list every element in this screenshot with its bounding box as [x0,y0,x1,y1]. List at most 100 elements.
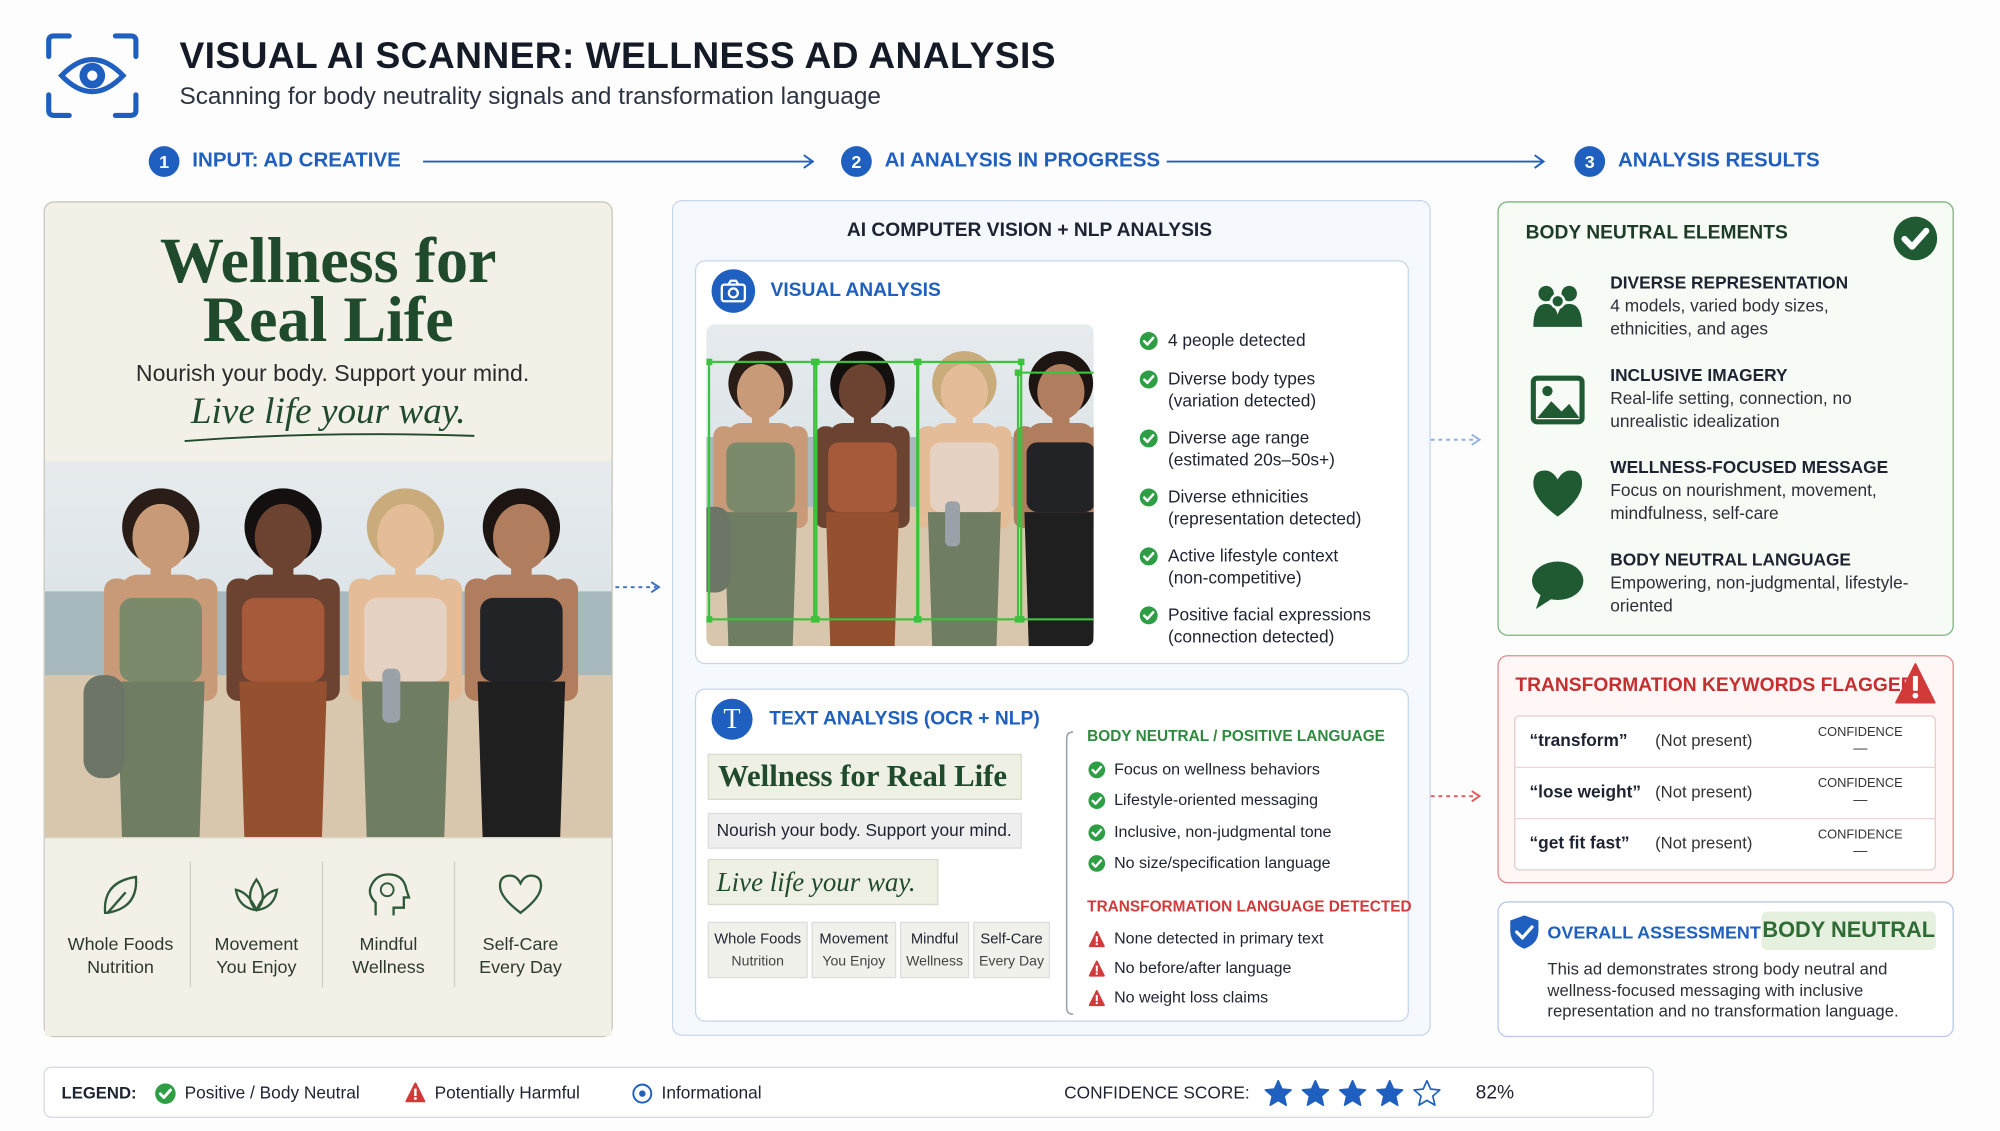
bracket [1065,731,1074,1015]
shape [1471,433,1482,446]
shape [1095,994,1098,1001]
confidence-value: — [1853,741,1868,757]
shape [87,70,98,81]
shape [727,279,740,286]
check-icon [1087,854,1105,872]
shape: T [723,704,740,735]
shape [1090,827,1102,837]
warning-icon [1088,930,1105,947]
transformation-item: None detected in primary text [1114,929,1324,948]
page-subtitle: Scanning for body neutrality signals and… [179,83,881,111]
shape [813,360,919,621]
shape [1142,336,1155,346]
shape [1912,675,1918,691]
check-icon [1087,791,1105,809]
shape [103,875,138,914]
shape [930,442,999,513]
shape [498,874,543,915]
shape [1338,1079,1367,1106]
shape [1301,1079,1330,1106]
positive-item: Lifestyle-oriented messaging [1114,791,1319,809]
feature-icon [498,874,543,915]
shape [632,1083,653,1104]
shape [112,33,139,59]
ocr-feature-chip [973,921,1050,979]
legend-check [155,1083,176,1104]
step-arrow [1166,154,1546,169]
shape [241,597,325,682]
flow-arrow [1430,433,1482,446]
script-underline [184,433,475,442]
shape [1142,434,1155,444]
shape [1530,375,1585,425]
shape [493,503,550,571]
shape [368,873,411,916]
shape [1139,488,1158,507]
shape [1413,1079,1441,1106]
feature-line: Movement [214,933,299,954]
feature-line: Every Day [479,956,562,977]
analysis-title: AI COMPUTER VISION + NLP ANALYSIS [846,219,1213,242]
element-desc: Empowering, non-judgmental, lifestyle-or… [1610,573,1909,616]
shape [1087,791,1105,809]
ocr-feature-line: Movement [819,932,889,948]
step-label: ANALYSIS RESULTS [1617,149,1820,172]
shape [119,597,202,682]
shape [1087,823,1105,841]
shape [927,512,1001,647]
shape [46,92,72,118]
scanner-logo [46,33,139,118]
shape [720,283,747,303]
check-icon [1139,547,1158,566]
keyword: “get fit fast” [1529,833,1630,853]
feature-divider [189,861,192,988]
visual-item-detail: (connection detected) [1167,626,1335,647]
shape [1142,610,1155,621]
keywords-title: TRANSFORMATION KEYWORDS FLAGGED [1515,674,1915,697]
shape [46,33,139,118]
element-title: BODY NEUTRAL LANGUAGE [1610,549,1851,570]
shape [706,506,731,593]
ocr-feature-chip [811,921,897,979]
shape [1087,760,1105,778]
shape [1893,216,1938,261]
visual-item: Diverse age range [1167,428,1310,448]
shield-icon [1510,915,1539,949]
shape [1095,964,1098,971]
keyword: “lose weight” [1529,782,1642,802]
keyword-status: (Not present) [1655,730,1753,750]
shape [1024,512,1094,647]
visual-item: 4 people detected [1167,330,1306,350]
rating-star [1264,1079,1292,1106]
shape [1142,375,1155,385]
warning-icon [1088,989,1105,1006]
ocr-feature-line: Every Day [979,953,1045,970]
shape [706,358,713,366]
feature-line: Mindful [359,933,418,954]
transformation-item: No before/after language [1114,958,1292,977]
element-icon [1530,375,1585,425]
feature-icon [368,873,411,916]
shape [1014,369,1022,376]
shape [1065,731,1074,1015]
shape [1561,285,1577,302]
visual-item: Positive facial expressions [1167,605,1371,625]
ocr-script: Live life your way. [707,858,939,906]
camera-icon [711,269,756,313]
shape [112,92,139,118]
visual-item-detail: (representation detected) [1167,508,1362,529]
check-icon [1139,370,1158,389]
shape [706,616,713,623]
feature-icon [234,877,279,912]
shape [361,681,450,838]
step-badge: 2 [841,146,872,177]
shape [803,154,815,169]
row-divider [1515,766,1935,768]
visual-item: Diverse body types [1167,369,1316,389]
shape [1139,429,1158,448]
keyword-status: (Not present) [1655,833,1753,853]
shape [1087,854,1105,872]
step-badge: 3 [1574,146,1606,177]
shape [1534,154,1546,169]
shape [1094,971,1098,975]
